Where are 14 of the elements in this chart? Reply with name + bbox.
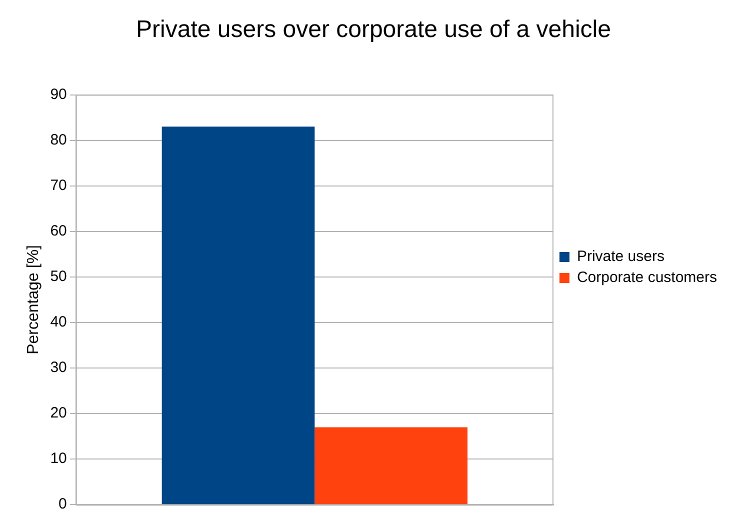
y-tick-label: 30 (50, 359, 67, 376)
y-tick-label: 70 (50, 177, 67, 194)
legend-label: Private users (576, 248, 664, 266)
y-tick-label: 50 (50, 268, 67, 286)
y-axis-title: Percentage [%] (25, 244, 42, 354)
y-tick-label: 0 (58, 496, 67, 513)
y-tick-label: 80 (50, 131, 67, 148)
y-tick-label: 20 (50, 404, 67, 422)
y-tick-label: 60 (50, 222, 67, 240)
chart-title: Private users over corporate use of a vehicle (136, 16, 611, 44)
y-tick-label: 90 (50, 86, 67, 103)
legend-label: Corporate customers (576, 269, 718, 286)
y-tick-label: 40 (50, 314, 67, 331)
y-tick-label: 10 (50, 450, 67, 468)
